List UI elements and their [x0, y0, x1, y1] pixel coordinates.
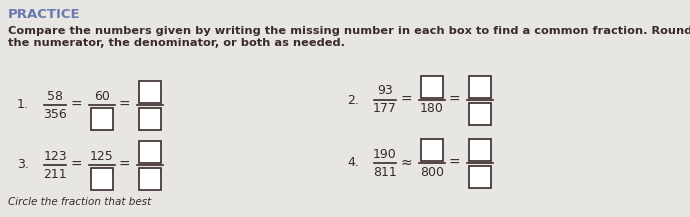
Text: 58: 58 — [47, 89, 63, 102]
FancyBboxPatch shape — [469, 76, 491, 97]
Text: 4.: 4. — [347, 156, 359, 169]
Text: ≈: ≈ — [401, 156, 413, 170]
Text: =: = — [449, 93, 460, 107]
FancyBboxPatch shape — [469, 102, 491, 125]
Text: PRACTICE: PRACTICE — [8, 8, 81, 21]
Text: 1.: 1. — [17, 99, 29, 112]
FancyBboxPatch shape — [421, 138, 443, 161]
Text: 60: 60 — [94, 89, 110, 102]
Text: 356: 356 — [43, 107, 67, 120]
Text: =: = — [449, 156, 460, 170]
Text: the numerator, the denominator, or both as needed.: the numerator, the denominator, or both … — [8, 38, 345, 48]
Text: 800: 800 — [420, 166, 444, 179]
Text: 190: 190 — [373, 148, 397, 161]
Text: =: = — [71, 98, 83, 112]
Text: =: = — [71, 158, 83, 172]
FancyBboxPatch shape — [469, 138, 491, 161]
Text: 93: 93 — [377, 84, 393, 97]
Text: 2.: 2. — [347, 94, 359, 107]
Text: Compare the numbers given by writing the missing number in each box to find a co: Compare the numbers given by writing the… — [8, 26, 690, 36]
Text: 180: 180 — [420, 102, 444, 115]
Text: =: = — [119, 158, 130, 172]
Text: =: = — [119, 98, 130, 112]
Text: 125: 125 — [90, 150, 114, 163]
FancyBboxPatch shape — [91, 168, 112, 189]
FancyBboxPatch shape — [91, 107, 112, 130]
Text: Circle the fraction that best: Circle the fraction that best — [8, 197, 151, 207]
FancyBboxPatch shape — [139, 107, 161, 130]
Text: 177: 177 — [373, 102, 397, 115]
Text: 211: 211 — [43, 168, 67, 181]
FancyBboxPatch shape — [139, 168, 161, 189]
FancyBboxPatch shape — [469, 166, 491, 187]
FancyBboxPatch shape — [139, 81, 161, 102]
Text: 123: 123 — [43, 150, 67, 163]
FancyBboxPatch shape — [421, 76, 443, 97]
Text: 811: 811 — [373, 166, 397, 179]
Text: 3.: 3. — [17, 158, 29, 171]
FancyBboxPatch shape — [139, 140, 161, 163]
Text: =: = — [401, 93, 413, 107]
